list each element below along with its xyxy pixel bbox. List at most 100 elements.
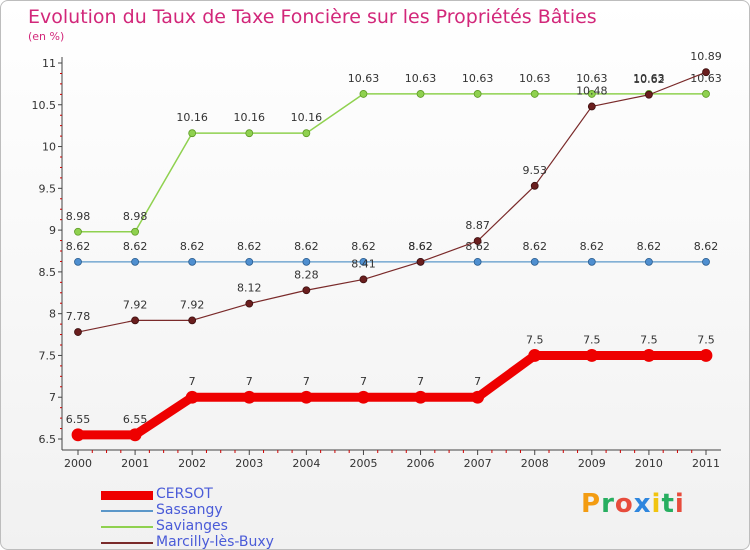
data-label-cersot: 7: [360, 375, 367, 388]
data-point-cersot: [242, 390, 256, 404]
data-label-cersot: 6.55: [66, 413, 91, 426]
data-label-sassangy: 8.62: [237, 240, 262, 253]
data-point-sassangy: [302, 257, 311, 266]
data-point-cersot: [528, 349, 542, 362]
x-tick-label: 2001: [121, 457, 149, 470]
legend-label: CERSOT: [156, 486, 213, 502]
data-point-cersot: [185, 390, 199, 404]
data-point-savianges: [188, 129, 197, 138]
data-label-cersot: 7: [303, 375, 310, 388]
data-point-marcilly-l-s-buxy: [530, 181, 539, 190]
data-label-marcilly-l-s-buxy: 8.28: [294, 268, 319, 281]
data-label-sassangy: 8.62: [294, 240, 319, 253]
data-label-marcilly-l-s-buxy: 9.53: [522, 164, 547, 177]
data-label-cersot: 7: [189, 375, 196, 388]
data-point-sassangy: [245, 257, 254, 266]
data-label-savianges: 10.16: [291, 111, 323, 124]
y-tick-label: 8.5: [39, 266, 57, 279]
logo-letter: x: [633, 489, 652, 519]
data-point-sassangy: [188, 257, 197, 266]
logo-letter: t: [661, 489, 675, 519]
data-point-sassangy: [359, 257, 368, 266]
data-point-savianges: [416, 90, 425, 98]
data-label-sassangy: 8.62: [123, 240, 148, 253]
logo-letter: r: [601, 489, 615, 519]
data-label-sassangy: 8.62: [408, 240, 433, 253]
unit-label: (en %): [28, 30, 65, 43]
x-tick-label: 2002: [178, 457, 206, 470]
data-point-marcilly-l-s-buxy: [131, 316, 139, 325]
y-tick-label: 7.5: [39, 349, 57, 362]
data-point-savianges: [359, 90, 368, 98]
data-point-savianges: [587, 90, 596, 98]
data-label-sassangy: 8.62: [351, 240, 376, 253]
legend-swatch: [101, 542, 153, 544]
data-point-marcilly-l-s-buxy: [645, 90, 653, 99]
data-label-marcilly-l-s-buxy: 8.41: [351, 257, 376, 270]
data-point-savianges: [473, 90, 482, 98]
data-point-savianges: [302, 129, 311, 138]
x-tick-label: 2005: [349, 457, 377, 470]
data-label-marcilly-l-s-buxy: 8.62: [408, 240, 433, 253]
data-point-savianges: [530, 90, 539, 98]
y-tick-label: 11: [42, 57, 56, 70]
data-point-sassangy: [74, 257, 82, 266]
x-tick-label: 2007: [464, 457, 492, 470]
logo-letter: o: [614, 489, 634, 519]
data-label-cersot: 7.5: [526, 333, 544, 346]
legend-swatch: [101, 491, 153, 500]
y-tick-label: 6.5: [39, 433, 57, 446]
series-line-marcilly-l-s-buxy: [77, 71, 707, 333]
data-point-marcilly-l-s-buxy: [359, 275, 368, 284]
x-tick-label: 2010: [635, 457, 663, 470]
x-tick-label: 2011: [692, 457, 720, 470]
data-label-savianges: 10.63: [405, 72, 437, 85]
data-point-cersot: [414, 390, 427, 404]
data-point-cersot: [699, 349, 713, 362]
data-label-cersot: 7.5: [640, 333, 658, 346]
data-point-sassangy: [530, 257, 539, 266]
logo-letter: P: [581, 489, 602, 519]
data-point-sassangy: [702, 257, 710, 266]
legend-label: Savianges: [156, 518, 228, 534]
y-tick-label: 7: [49, 391, 56, 404]
data-label-sassangy: 8.62: [180, 240, 205, 253]
data-label-marcilly-l-s-buxy: 7.78: [66, 310, 91, 323]
proxiti-logo: Proxiti: [581, 489, 685, 519]
y-tick-label: 8: [49, 308, 56, 321]
data-point-cersot: [357, 390, 370, 404]
data-label-marcilly-l-s-buxy: 8.12: [237, 282, 262, 295]
x-tick-label: 2003: [235, 457, 263, 470]
data-label-savianges: 10.16: [176, 111, 208, 124]
data-label-marcilly-l-s-buxy: 7.92: [180, 298, 205, 311]
data-label-savianges: 8.98: [123, 210, 148, 223]
data-label-savianges: 10.63: [576, 72, 608, 85]
data-point-cersot: [299, 390, 313, 404]
data-point-marcilly-l-s-buxy: [74, 328, 82, 336]
data-label-savianges: 10.16: [234, 111, 266, 124]
data-label-cersot: 7: [246, 375, 253, 388]
legend-label: Marcilly-lès-Buxy: [156, 534, 274, 550]
data-label-sassangy: 8.62: [694, 240, 719, 253]
data-label-marcilly-l-s-buxy: 10.89: [690, 50, 722, 63]
data-point-cersot: [128, 428, 142, 442]
data-point-sassangy: [587, 257, 596, 266]
data-label-marcilly-l-s-buxy: 8.87: [465, 219, 490, 232]
legend-swatch: [101, 526, 153, 528]
legend-label: Sassangy: [156, 502, 223, 518]
data-point-marcilly-l-s-buxy: [245, 299, 254, 308]
series-line-cersot: [78, 350, 706, 440]
data-point-cersot: [642, 349, 656, 362]
legend-swatch: [101, 510, 153, 512]
y-tick-label: 10.5: [32, 99, 57, 112]
x-tick-label: 2008: [521, 457, 549, 470]
data-point-sassangy: [645, 257, 653, 266]
data-point-cersot: [585, 349, 599, 362]
data-point-savianges: [702, 90, 710, 98]
x-tick-label: 2000: [64, 457, 92, 470]
data-point-savianges: [245, 129, 254, 138]
series-line-savianges: [78, 93, 706, 233]
data-label-cersot: 7.5: [583, 333, 601, 346]
